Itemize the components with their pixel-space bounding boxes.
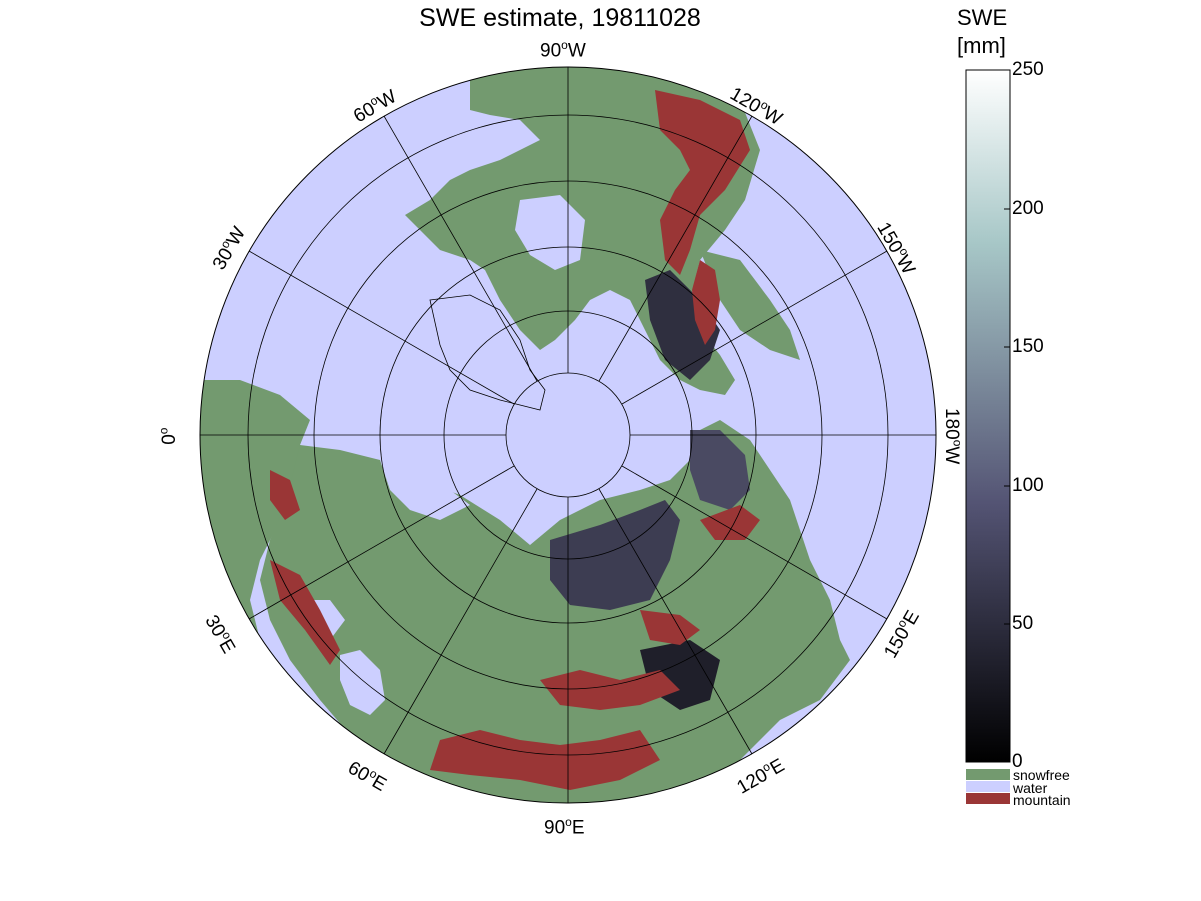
meridians <box>200 67 936 803</box>
lon-label-90e: 90oE <box>544 815 585 839</box>
colorbar-tick-label: 200 <box>1012 198 1044 219</box>
mountain-chersky <box>700 505 760 540</box>
colorbar-tick-label: 0 <box>1012 751 1023 772</box>
colorbar-title-line2: [mm] <box>957 33 1006 58</box>
snow-east-siberia <box>690 430 750 510</box>
hudson-bay <box>515 195 585 270</box>
lon-label-180w: 180oW <box>941 408 965 465</box>
colorbar-tick-label: 250 <box>1012 59 1044 80</box>
landmass-asia <box>260 420 850 803</box>
snow-north-america <box>645 270 720 380</box>
legend-label-snowfree: snowfree <box>1013 767 1070 783</box>
legend-swatch-snowfree <box>966 769 1010 780</box>
colorbar-ticks <box>1004 69 1010 763</box>
colorbar-tick-label: 50 <box>1012 613 1034 634</box>
mountain-rockies <box>655 90 750 275</box>
legend-label-water: water <box>1013 780 1048 796</box>
legend-swatch-water <box>966 781 1010 792</box>
colorbar-title: SWE [mm] <box>957 4 1007 60</box>
siberian-coast-water <box>380 460 470 520</box>
caspian-sea <box>340 650 385 715</box>
colorbar-title-line1: SWE <box>957 5 1008 30</box>
greenland-outline <box>429 294 546 411</box>
landmass-alaska <box>700 250 800 360</box>
legend-swatch-mountain <box>966 793 1010 804</box>
mountain-coast-range <box>692 260 720 345</box>
colorbar-tick-label: 100 <box>1012 475 1044 496</box>
mountain-scandinavia <box>270 470 300 520</box>
map-title: SWE estimate, 19811028 <box>419 4 701 32</box>
colorbar-tick-label: 150 <box>1012 336 1044 357</box>
lon-label-0: 0o <box>156 427 180 445</box>
mountain-sayan <box>640 610 700 645</box>
legend-label-mountain: mountain <box>1013 792 1071 808</box>
snow-siberia <box>550 500 680 610</box>
lon-label-90w: 90oW <box>540 38 586 62</box>
mountain-central-asia <box>540 670 680 710</box>
mountain-alps <box>270 560 340 665</box>
colorbar-gradient <box>965 69 1011 763</box>
